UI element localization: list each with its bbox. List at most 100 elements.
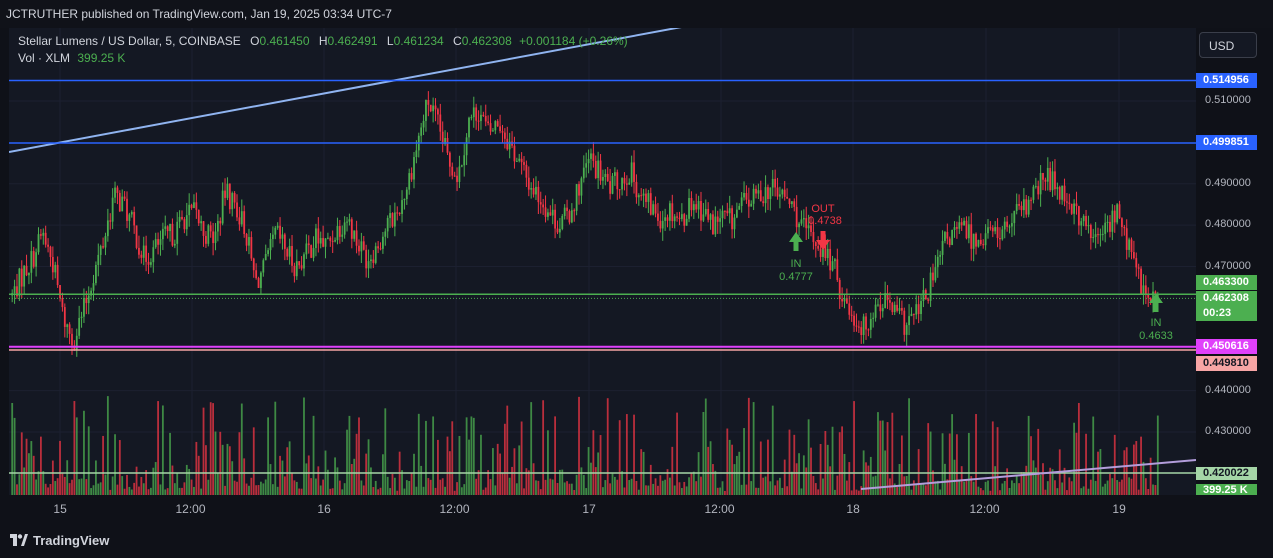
candle-body [183, 219, 186, 230]
candle-body [178, 216, 181, 222]
candle-body [109, 220, 112, 222]
volume-bar [145, 470, 148, 495]
legend-symbol[interactable]: Stellar Lumens / US Dollar, 5, COINBASE [18, 34, 241, 48]
candle-body [207, 225, 210, 244]
candle-body [953, 227, 956, 230]
candle-body [1144, 285, 1147, 295]
candle-body [61, 298, 64, 308]
volume-bar [664, 479, 667, 495]
price-badge-countdown: 00:23 [1196, 306, 1257, 321]
candle-body [635, 181, 638, 198]
candle-body [262, 260, 265, 273]
volume-bar [843, 453, 846, 495]
candle-body [66, 324, 69, 327]
volume-bar [1137, 489, 1140, 495]
candle-body [97, 254, 100, 265]
volume-bar [802, 455, 805, 495]
volume-bar [836, 475, 839, 495]
volume-bar [939, 489, 942, 495]
volume-bar [393, 477, 396, 495]
candle-body [855, 325, 858, 327]
candle-body [317, 228, 320, 244]
candle-body [819, 248, 822, 257]
candle-body [606, 173, 609, 182]
candle-body [891, 302, 894, 313]
volume-bar [616, 479, 619, 495]
candle-body [769, 187, 772, 199]
volume-bar [848, 462, 851, 495]
candle-body [54, 264, 57, 273]
volume-bar [468, 439, 470, 495]
volume-bar [451, 421, 454, 495]
volume-bar [338, 480, 341, 495]
volume-bar [1008, 487, 1011, 495]
volume-bar [1152, 484, 1154, 495]
volume-bar [71, 479, 73, 495]
volume-bar [829, 466, 832, 495]
candle-body [1116, 204, 1119, 223]
candle-body [936, 256, 939, 268]
volume-bar [264, 479, 267, 495]
volume-bar [408, 480, 411, 495]
candle-body [126, 198, 128, 221]
candle-body [475, 107, 478, 121]
candle-body [783, 189, 786, 197]
candle-body [1049, 167, 1052, 191]
volume-bar [700, 476, 702, 495]
volume-bar [714, 470, 717, 495]
candle-body [1008, 226, 1011, 228]
volume-bar [365, 453, 368, 495]
volume-bar [850, 490, 853, 495]
volume-bar [209, 402, 212, 495]
volume-bar [539, 489, 542, 495]
volume-bar [568, 483, 571, 495]
volume-bar [78, 479, 81, 495]
volume-bar [13, 417, 16, 495]
candle-body [599, 160, 602, 181]
volume-bar [972, 481, 975, 495]
volume-bar [594, 467, 597, 495]
volume-bar [683, 481, 686, 495]
candle-body [379, 248, 382, 250]
candle-body [176, 221, 179, 244]
candle-body [630, 162, 633, 183]
time-axis[interactable] [0, 495, 1273, 525]
volume-bar [157, 401, 159, 495]
volume-bar [164, 489, 167, 495]
volume-bar [977, 486, 980, 495]
candle-body [25, 265, 28, 276]
legend-volume-label[interactable]: Vol · XLM [18, 51, 71, 65]
candle-body [1147, 294, 1150, 298]
tradingview-brand[interactable]: TradingView [10, 533, 109, 548]
volume-bar [587, 447, 590, 495]
volume-bar [188, 468, 191, 495]
candle-body [353, 230, 356, 239]
candle-body [994, 227, 997, 232]
candle-body [470, 117, 473, 119]
volume-bar [1111, 478, 1114, 495]
price-badge-volume-line: 0.420022 [1196, 467, 1257, 480]
candle-body [515, 160, 518, 162]
candle-body [738, 206, 741, 210]
candle-body [905, 325, 908, 335]
volume-bar [891, 412, 894, 495]
candle-body [164, 226, 167, 229]
trade-in-price: 0.4777 [779, 271, 813, 283]
currency-button[interactable]: USD [1199, 32, 1257, 58]
chart-pane[interactable] [9, 28, 1196, 495]
candle-body [221, 190, 224, 224]
tradingview-logo-icon [10, 534, 28, 546]
volume-bar [18, 474, 21, 495]
candle-body [628, 182, 631, 185]
candle-body [654, 204, 657, 214]
chart-canvas[interactable] [9, 28, 1196, 495]
volume-bar [637, 489, 640, 495]
volume-bar [556, 483, 559, 495]
time-axis-label: 12:00 [704, 502, 735, 516]
volume-bar [420, 465, 423, 495]
candle-body [1094, 234, 1097, 238]
candle-body [790, 201, 793, 205]
price-axis[interactable] [1196, 28, 1273, 495]
candle-body [444, 138, 446, 145]
candle-body [382, 236, 384, 249]
